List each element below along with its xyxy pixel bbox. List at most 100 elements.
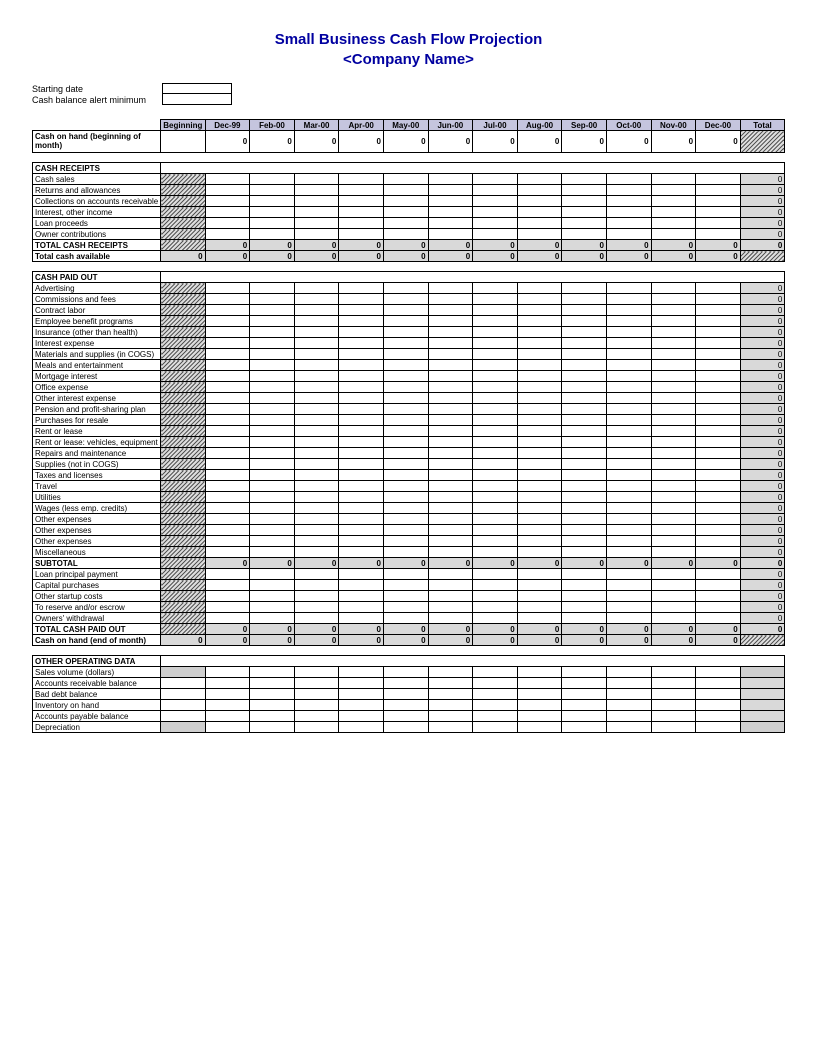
row-label: Interest expense [33,338,161,349]
table-row: Utilities0 [33,492,785,503]
row-label: Loan principal payment [33,569,161,580]
table-row: SUBTOTAL0000000000000 [33,558,785,569]
starting-date-label: Starting date [32,84,162,94]
table-row: Cash on hand (beginning of month)0000000… [33,131,785,153]
row-label: Insurance (other than health) [33,327,161,338]
table-row: Other startup costs0 [33,591,785,602]
row-label: Supplies (not in COGS) [33,459,161,470]
table-row: Accounts receivable balance [33,678,785,689]
section-header: CASH PAID OUT [33,272,161,283]
table-row: Travel0 [33,481,785,492]
row-label: Other expenses [33,536,161,547]
section-header: OTHER OPERATING DATA [33,656,161,667]
row-label: Materials and supplies (in COGS) [33,349,161,360]
table-row: TOTAL CASH RECEIPTS0000000000000 [33,240,785,251]
section-header: CASH RECEIPTS [33,163,161,174]
table-row: Rent or lease0 [33,426,785,437]
min-alert-label: Cash balance alert minimum [32,95,162,105]
table-row: Office expense0 [33,382,785,393]
row-label: Cash on hand (end of month) [33,635,161,646]
row-label: Other interest expense [33,393,161,404]
row-label: Mortgage interest [33,371,161,382]
table-row: Pension and profit-sharing plan0 [33,404,785,415]
table-row: Interest, other income0 [33,207,785,218]
row-label: Meals and entertainment [33,360,161,371]
starting-date-input[interactable] [162,83,232,94]
table-row: Accounts payable balance [33,711,785,722]
row-label: Purchases for resale [33,415,161,426]
col-header: Dec-99 [205,120,250,131]
table-row: Capital purchases0 [33,580,785,591]
table-row: Supplies (not in COGS)0 [33,459,785,470]
table-row: Advertising0 [33,283,785,294]
table-row: Commissions and fees0 [33,294,785,305]
table-row: Taxes and licenses0 [33,470,785,481]
row-label: TOTAL CASH PAID OUT [33,624,161,635]
table-row [33,153,785,163]
table-row: Other interest expense0 [33,393,785,404]
col-header: Total [740,120,785,131]
row-label: Collections on accounts receivable [33,196,161,207]
col-header: Sep-00 [562,120,607,131]
row-label: Wages (less emp. credits) [33,503,161,514]
row-label: Rent or lease [33,426,161,437]
table-row: Loan proceeds0 [33,218,785,229]
row-label: Inventory on hand [33,700,161,711]
table-row: Contract labor0 [33,305,785,316]
table-row: Inventory on hand [33,700,785,711]
table-row: Sales volume (dollars) [33,667,785,678]
table-row [33,262,785,272]
row-label: Contract labor [33,305,161,316]
row-label: Accounts payable balance [33,711,161,722]
row-label: Depreciation [33,722,161,733]
col-header: Apr-00 [339,120,384,131]
table-row: Collections on accounts receivable0 [33,196,785,207]
row-label: Repairs and maintenance [33,448,161,459]
col-header: May-00 [383,120,428,131]
title-line-1: Small Business Cash Flow Projection [275,31,543,48]
row-label: Returns and allowances [33,185,161,196]
col-header: Mar-00 [294,120,339,131]
row-label: Owner contributions [33,229,161,240]
table-row: CASH PAID OUT [33,272,785,283]
table-row: Rent or lease: vehicles, equipment0 [33,437,785,448]
table-row: Wages (less emp. credits)0 [33,503,785,514]
meta-block: Starting date Cash balance alert minimum [32,83,785,105]
table-row: Other expenses0 [33,514,785,525]
row-label: Loan proceeds [33,218,161,229]
row-label: Sales volume (dollars) [33,667,161,678]
header-row: Beginning Dec-99 Feb-00 Mar-00 Apr-00 Ma… [33,120,785,131]
row-label: Office expense [33,382,161,393]
row-label: Owners' withdrawal [33,613,161,624]
table-row: Cash on hand (end of month)0000000000000 [33,635,785,646]
table-row: Owner contributions0 [33,229,785,240]
row-label: Travel [33,481,161,492]
row-label: TOTAL CASH RECEIPTS [33,240,161,251]
col-header: Jun-00 [428,120,473,131]
cashflow-table: Beginning Dec-99 Feb-00 Mar-00 Apr-00 Ma… [32,119,785,733]
table-row: Mortgage interest0 [33,371,785,382]
row-label: Miscellaneous [33,547,161,558]
col-header: Beginning [161,120,206,131]
row-label: Cash on hand (beginning of month) [33,131,161,153]
row-label: Accounts receivable balance [33,678,161,689]
row-label: Pension and profit-sharing plan [33,404,161,415]
col-header: Nov-00 [651,120,696,131]
table-row: Other expenses0 [33,525,785,536]
col-header: Jul-00 [473,120,518,131]
row-label: Cash sales [33,174,161,185]
col-header: Aug-00 [517,120,562,131]
table-row: Interest expense0 [33,338,785,349]
table-row: Purchases for resale0 [33,415,785,426]
table-row: TOTAL CASH PAID OUT0000000000000 [33,624,785,635]
col-header: Feb-00 [250,120,295,131]
table-row: Employee benefit programs0 [33,316,785,327]
table-row: OTHER OPERATING DATA [33,656,785,667]
row-label: Other expenses [33,525,161,536]
row-label: Other expenses [33,514,161,525]
title-line-2: <Company Name> [343,51,474,68]
table-row: Returns and allowances0 [33,185,785,196]
min-alert-input[interactable] [162,94,232,105]
table-row: CASH RECEIPTS [33,163,785,174]
table-row: Loan principal payment0 [33,569,785,580]
